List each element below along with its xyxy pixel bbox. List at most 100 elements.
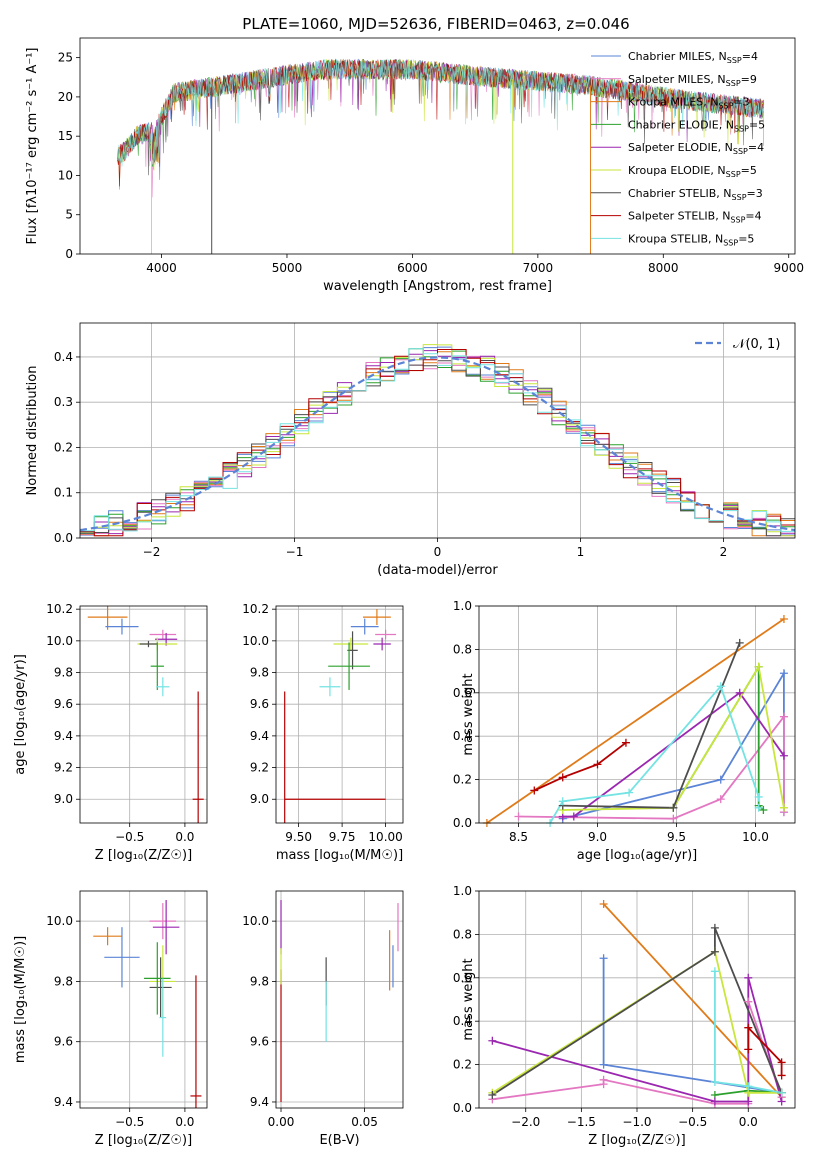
spectrum-panel: Chabrier MILES, NSSP=4 Salpeter MILES, NS… [25,37,804,294]
residual-histogram-panel: 𝒩(0, 1) −2 −1 0 1 2 0.0 0.1 0.2 0.3 0.4 (data-model… [25,322,796,578]
series-line-salpeter-elodie [562,691,785,818]
y-tick-label: 25 [58,51,73,65]
x-tick-label: −1.5 [567,1115,596,1129]
y-tick-label: 0.6 [453,971,472,985]
axes-frame [79,37,796,255]
marker-salpeter-stelib [558,773,567,782]
marker-kroupa-stelib [754,803,763,812]
marker-kroupa-stelib [625,788,634,797]
y-tick-label: 9.8 [250,974,269,988]
y-tick-label: 10.0 [46,634,73,648]
y-tick-label: 0.4 [453,1014,472,1028]
x-axis-label: (data-model)/error [377,563,498,578]
marker-salpeter-elodie [779,751,788,760]
x-tick-label: −2 [143,545,161,559]
y-tick-label: 0.0 [453,816,472,830]
x-axis-label: Z [log₁₀(Z/Z☉)] [95,1133,192,1148]
axes-frame [79,605,208,824]
x-tick-label: 0.0 [175,830,194,844]
x-tick-label: −0.5 [678,1115,707,1129]
marker-kroupa-stelib [777,1088,786,1097]
marker-salpeter-elodie [735,688,744,697]
x-tick-label: 10.0 [742,830,769,844]
x-axis-label: Z [log₁₀(Z/Z☉)] [95,848,192,863]
y-tick-label: 0.8 [453,927,472,941]
marker-salpeter-stelib [593,760,602,769]
plot-area [87,606,204,823]
marker-chabrier-stelib [710,947,719,956]
y-tick-label: 9.6 [54,1035,73,1049]
y-axis-label: mass weight [461,958,476,1040]
marker-kroupa-stelib [754,792,763,801]
y-tick-label: 9.4 [54,1095,73,1109]
spectrum-line-kroupa-stelib [117,58,764,167]
weight-vs-age-panel: 8.5 9.0 9.5 10.0 0.0 0.2 0.4 0.6 0.8 1.0 age [log₁… [453,599,796,863]
spectrum-title: PLATE=1060, MJD=52636, FIBERID=0463, z=0… [242,15,629,33]
y-tick-label: 9.4 [250,1095,269,1109]
axes-frame [275,605,404,824]
y-tick-label: 0.6 [453,686,472,700]
y-tick-label: 0.3 [54,395,73,409]
y-tick-label: 0 [65,247,73,261]
y-tick-label: 0.1 [54,486,73,500]
series-line-chabrier-stelib [491,927,783,1096]
marker-kroupa-miles [599,900,608,909]
age-vs-metallicity-panel: −0.5 0.0 9.0 9.2 9.4 9.6 9.8 10.0 10.2 Z [log₁₀(Z… [13,602,208,863]
x-tick-label: 0.0 [175,1115,194,1129]
marker-salpeter-stelib [744,1045,753,1054]
x-tick-label: 8.5 [509,830,528,844]
x-tick-label: 7000 [523,261,554,275]
x-axis-label: age [log₁₀(age/yr)] [577,848,698,863]
series-line-kroupa-stelib [714,971,782,1094]
y-axis-label: Flux [fλ10⁻¹⁷ erg cm⁻² s⁻¹ A⁻¹] [25,48,40,245]
legend-label-gaussian: 𝒩(0, 1) [733,337,780,352]
marker-salpeter-miles [744,997,753,1006]
marker-chabrier-stelib [710,923,719,932]
y-tick-label: 9.8 [250,666,269,680]
y-tick-label: 1.0 [453,599,472,613]
y-tick-label: 9.6 [250,1035,269,1049]
y-tick-label: 10 [58,168,73,182]
y-tick-label: 0.2 [54,440,73,454]
x-axis-label: Z [log₁₀(Z/Z☉)] [588,1133,685,1148]
y-tick-label: 9.0 [54,792,73,806]
y-tick-label: 0.4 [453,729,472,743]
y-tick-label: 10.2 [242,602,269,616]
legend-label-chabrier-miles: Chabrier MILES, NSSP=4 [628,50,758,65]
axes-frame [275,890,404,1109]
y-tick-label: 9.4 [54,729,73,743]
marker-salpeter-miles [779,712,788,721]
marker-chabrier-miles [716,775,725,784]
marker-kroupa-elodie [754,662,763,671]
x-tick-label: 0 [434,545,442,559]
x-tick-label: 0.05 [351,1115,378,1129]
y-tick-label: 0.2 [453,1058,472,1072]
x-tick-label: 9.75 [329,830,356,844]
marker-chabrier-miles [599,954,608,963]
marker-salpeter-miles [514,812,523,821]
series-line-salpeter-stelib [533,741,627,792]
y-tick-label: 10.2 [46,602,73,616]
x-tick-label: −0.5 [115,830,144,844]
y-tick-label: 9.0 [250,792,269,806]
marker-kroupa-stelib [744,1082,753,1091]
y-axis-label: age [log₁₀(age/yr)] [13,654,28,775]
marker-salpeter-stelib [621,738,630,747]
plot-area [117,58,764,254]
plot-area [280,900,399,1102]
legend-label-chabrier-stelib: Chabrier STELIB, NSSP=3 [628,187,763,202]
y-tick-label: 0.8 [453,642,472,656]
y-tick-label: 9.2 [250,761,269,775]
y-tick-label: 10.0 [242,914,269,928]
mass-vs-ebv-panel: 0.00 0.05 9.4 9.6 9.8 10.0 E(B-V) [242,890,404,1148]
marker-salpeter-elodie [744,1097,753,1106]
marker-kroupa-elodie [779,803,788,812]
x-tick-label: −1.0 [622,1115,651,1129]
x-tick-label: 4000 [146,261,177,275]
marker-salpeter-elodie [710,1097,719,1106]
y-axis-label: mass [log₁₀(M/M☉)] [13,936,28,1063]
y-axis-label: mass weight [461,673,476,755]
axes-frame [478,605,796,824]
legend-label-salpeter-elodie: Salpeter ELODIE, NSSP=4 [628,141,764,156]
